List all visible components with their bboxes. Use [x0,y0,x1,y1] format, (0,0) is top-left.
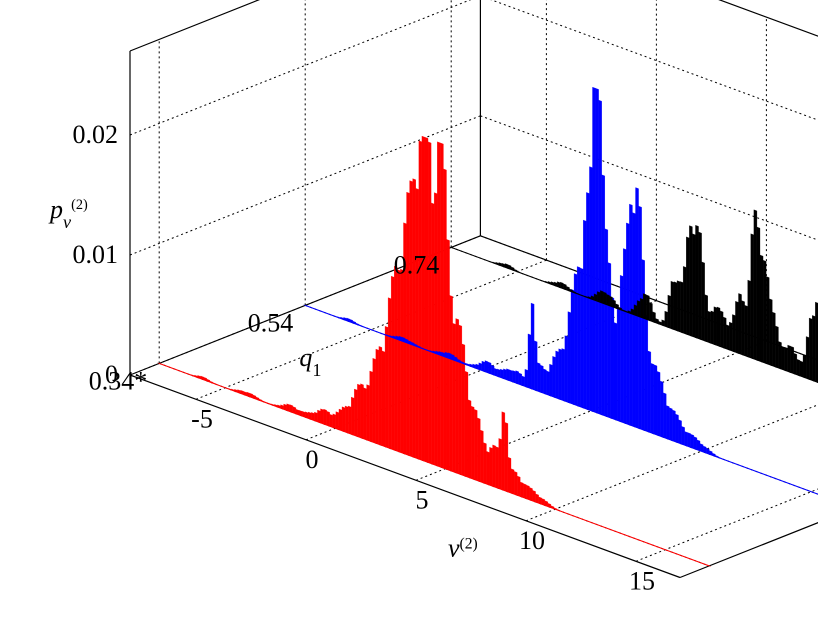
x-axis-label: v(2) [448,533,478,562]
grid [130,0,818,566]
x-tick-label: 5 [416,485,429,514]
x-tick-label: -5 [191,404,213,433]
z-tick-label: 0.01 [73,240,119,269]
x-tick-label: 0 [306,445,319,474]
waterfall-3d-chart: 00.010.020.34*0.540.74-5051015pv(2)q1v(2… [0,0,818,625]
y-axis-label: q1 [299,343,321,380]
x-tick-label: 15 [629,566,655,595]
y-tick-label: 0.54 [248,308,294,337]
x-tick-label: 10 [519,526,545,555]
z-tick-label: 0.02 [73,120,119,149]
box-frame [130,0,818,578]
y-tick-label: 0.34* [89,366,148,395]
y-tick-label: 0.74 [394,250,440,279]
z-axis-label: pv(2) [48,195,88,232]
